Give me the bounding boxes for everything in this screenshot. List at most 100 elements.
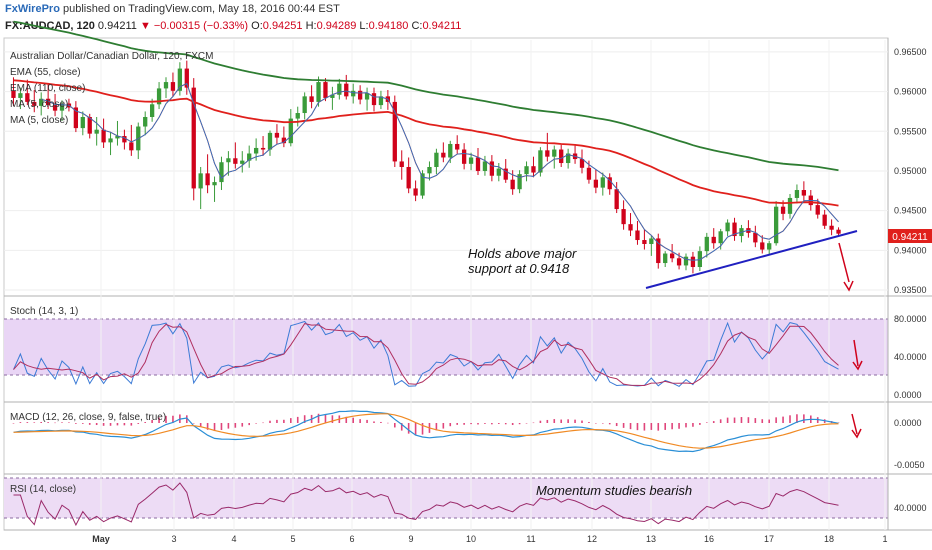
candle-body	[156, 88, 162, 105]
macd-histogram-bar	[95, 423, 98, 426]
stoch-tick-0: 0.0000	[894, 390, 922, 400]
price-tick: 0.95500	[894, 126, 927, 136]
macd-histogram-bar	[186, 415, 188, 423]
macd-histogram-bar	[248, 423, 250, 426]
candle-body	[455, 143, 460, 150]
macd-histogram-bar	[352, 417, 354, 423]
candle-body	[18, 93, 23, 98]
candle-body	[524, 166, 529, 175]
chart-frame	[3, 37, 889, 531]
publish-info: FxWirePro published on TradingView.com, …	[5, 3, 340, 15]
macd-line	[13, 410, 839, 453]
candle-body	[406, 167, 411, 189]
candle-body	[267, 132, 273, 150]
low-value: 0.94180	[368, 20, 409, 32]
open-label: O:	[251, 20, 263, 32]
price-tick: 0.94500	[894, 206, 927, 216]
price-change: ▼ −0.00315 (−0.33%)	[139, 20, 249, 32]
macd-histogram-bar	[47, 422, 49, 423]
macd-histogram-bar	[324, 414, 327, 423]
candle-body	[683, 256, 689, 266]
candle-body	[475, 157, 481, 171]
candle-body	[94, 129, 99, 134]
candle-body	[760, 242, 765, 250]
rsi-label[interactable]: RSI (14, close)	[10, 484, 76, 495]
candle-body	[586, 167, 592, 180]
macd-histogram-bar	[12, 423, 15, 424]
candle-body	[718, 231, 723, 244]
support-trendline	[645, 230, 858, 289]
macd-histogram-bar	[26, 422, 29, 423]
candle-body	[330, 94, 335, 98]
candle-body	[25, 93, 30, 102]
candle-body	[787, 197, 793, 214]
candle-body	[399, 161, 404, 167]
macd-label[interactable]: MACD (12, 26, close, 9, false, true)	[10, 412, 166, 423]
macd-histogram-bar	[130, 423, 133, 426]
macd-histogram-bar	[213, 423, 216, 432]
macd-tick-neg: -0.0050	[894, 460, 925, 470]
candle-body	[253, 147, 259, 154]
macd-histogram-bar	[602, 423, 604, 424]
macd-histogram-bar	[359, 419, 361, 423]
macd-histogram-bar	[394, 423, 396, 428]
candle-body	[247, 153, 252, 161]
macd-tick-0: 0.0000	[894, 418, 922, 428]
macd-histogram-bar	[283, 419, 285, 423]
macd-histogram-bar	[199, 423, 202, 427]
last-price: 0.94211	[97, 20, 137, 32]
sub-panel-series	[12, 320, 840, 527]
price-tick: 0.96000	[894, 87, 927, 97]
candle-body	[420, 173, 425, 196]
stoch-label[interactable]: Stoch (14, 3, 1)	[10, 306, 78, 317]
macd-histogram-bar	[553, 419, 556, 423]
candle-body	[364, 93, 370, 100]
legend-ema55[interactable]: EMA (55, close)	[10, 67, 81, 78]
macd-histogram-bar	[206, 423, 209, 430]
legend-ema110[interactable]: EMA (110, close)	[10, 83, 85, 94]
macd-histogram-bar	[574, 419, 576, 423]
time-tick: 9	[408, 534, 413, 544]
macd-histogram-bar	[435, 423, 438, 431]
macd-histogram-bar	[692, 423, 694, 427]
macd-histogram-bar	[491, 423, 493, 425]
stoch-d-line	[13, 323, 839, 387]
macd-histogram-bar	[192, 423, 195, 424]
macd-histogram-bar	[775, 417, 777, 423]
candle-body	[233, 158, 238, 164]
support-annotation-line1: Holds above major	[468, 246, 577, 261]
macd-histogram-bar	[421, 423, 424, 435]
macd-histogram-bar	[19, 422, 22, 423]
candle-body	[323, 82, 328, 98]
candle-body	[753, 232, 758, 243]
macd-histogram-bar	[706, 422, 708, 423]
price-axis-ticks: 0.96500 0.96000 0.95500 0.95000 0.94500 0.940…	[894, 47, 927, 295]
price-tag	[888, 229, 932, 243]
candle-body	[565, 153, 571, 164]
time-tick: 18	[824, 534, 834, 544]
macd-histogram-bar	[262, 422, 264, 424]
candle-body	[101, 129, 106, 143]
candle-body	[559, 149, 564, 164]
ma5-line-b	[41, 82, 839, 261]
candle-body	[773, 206, 779, 244]
candle-body	[170, 82, 176, 91]
candle-body	[52, 105, 58, 111]
price-tick: 0.96500	[894, 47, 927, 57]
macd-histogram-bar	[442, 423, 445, 429]
macd-histogram-bar	[158, 417, 160, 423]
macd-histogram-bar	[747, 417, 750, 423]
candle-body	[621, 209, 626, 225]
legend-ma5-b[interactable]: MA (5, close)	[10, 115, 68, 126]
ohlc-readout: FX:AUDCAD, 120 0.94211 ▼ −0.00315 (−0.33…	[5, 20, 461, 32]
macd-histogram-bar	[581, 420, 583, 423]
macd-histogram-bar	[740, 417, 743, 423]
candle-body	[614, 189, 619, 210]
brand-name[interactable]: FxWirePro	[5, 3, 60, 15]
legend-ma5[interactable]: MA (5, close)	[10, 99, 68, 110]
candle-body	[767, 243, 772, 250]
candle-body	[344, 83, 349, 97]
candle-body	[212, 182, 217, 186]
candle-body	[45, 98, 51, 106]
